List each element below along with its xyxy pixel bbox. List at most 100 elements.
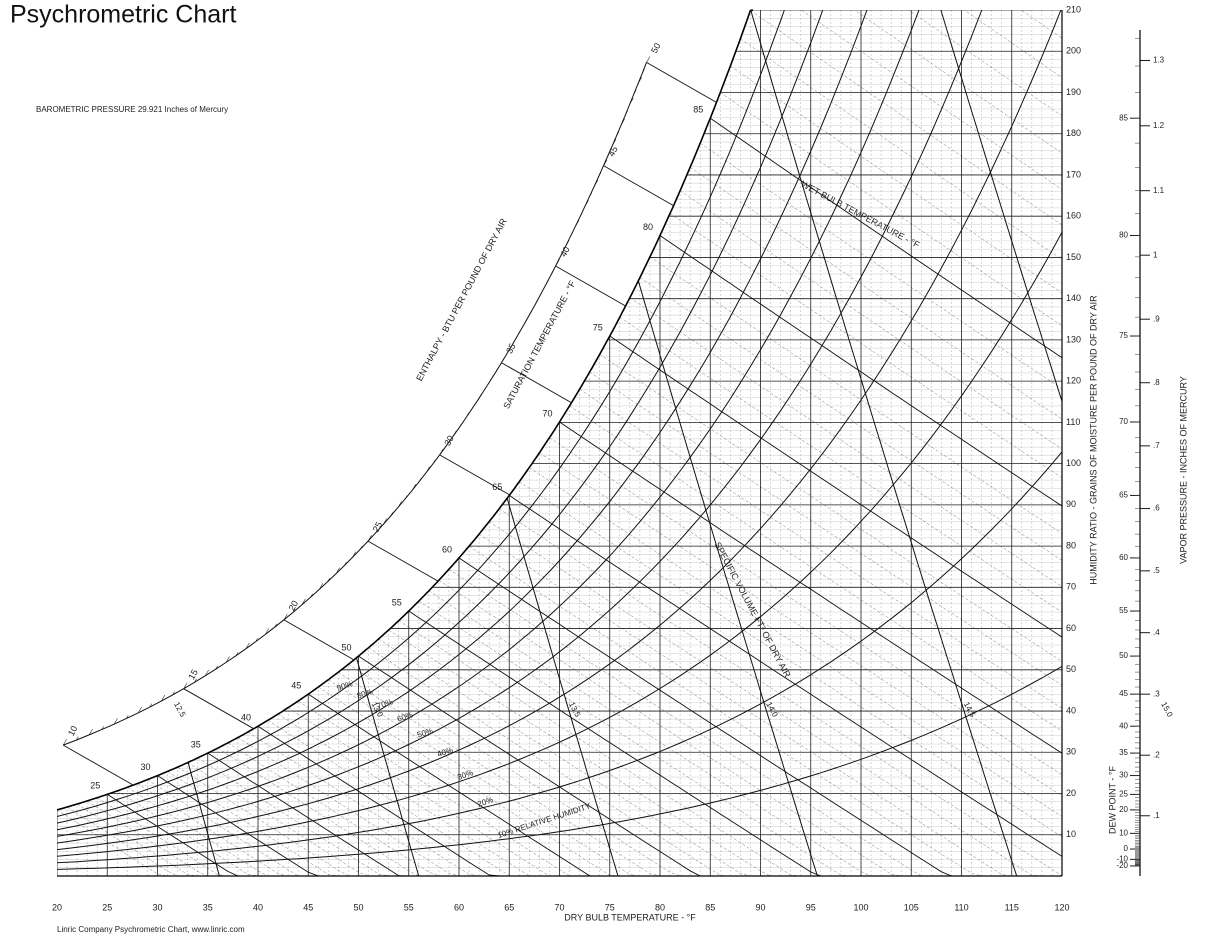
minor-wet-bulb [368,647,731,876]
enthalpy-value: 45 [606,145,620,159]
x-tick-label: 25 [102,902,112,912]
x-axis-label: DRY BULB TEMPERATURE - °F [564,912,696,922]
y-tick-label: 40 [1066,705,1076,715]
rh-curve [57,10,1062,831]
dew-point-tick-label: 50 [1119,651,1128,660]
x-tick-label: 115 [1005,902,1019,912]
minor-wet-bulb [448,569,922,876]
dew-point-tick-label: 25 [1119,789,1128,798]
y-tick-label: 140 [1066,293,1081,303]
minor-wet-bulb [689,167,1062,487]
dew-point-tick-label: 55 [1119,606,1128,615]
wet-bulb-line [710,117,1062,426]
volume-line [858,10,1062,876]
x-tick-label: 90 [755,902,765,912]
vapor-pressure-tick-label: .1 [1153,811,1160,820]
minor-wet-bulb [780,10,1062,185]
x-tick-label: 95 [806,902,816,912]
vapor-pressure-tick-label: .4 [1153,628,1160,637]
x-tick-label: 75 [605,902,615,912]
minor-wet-bulb [760,10,1062,258]
minor-wet-bulb [287,707,550,876]
y-tick-label: 10 [1066,829,1076,839]
enthalpy-tick [555,265,626,307]
wet-bulb-line [207,752,409,876]
minor-wet-bulb [750,10,1062,293]
y-tick-label: 160 [1066,211,1081,221]
x-tick-label: 85 [705,902,715,912]
y-tick-label: 100 [1066,458,1081,468]
wet-bulb-line [408,610,821,876]
chart-title: Psychrometric Chart [10,1,236,29]
enthalpy-scale-line [63,62,647,746]
minor-wet-bulb [187,762,369,876]
dew-point-tick-label: 45 [1119,689,1128,698]
enthalpy-minor-tick [113,718,118,725]
footer: Linric Company Psychrometric Chart, www.… [57,925,245,934]
enthalpy-value: 50 [649,41,663,55]
enthalpy-tick [367,540,439,582]
x-tick-label: 40 [253,902,263,912]
dew-point-tick-label: 70 [1119,417,1128,426]
wet-bulb-value: 60 [442,544,452,554]
x-tick-label: 55 [404,902,414,912]
minor-wet-bulb [488,521,1042,876]
minor-wet-bulb [418,600,852,876]
x-tick-label: 110 [954,902,968,912]
minor-wet-bulb [790,10,1062,147]
minor-wet-bulb [478,533,1012,876]
wet-bulb-value: 80 [643,222,653,232]
y-tick-label: 120 [1066,376,1081,386]
enthalpy-minor-tick [161,694,166,702]
minor-wet-bulb [619,316,1062,678]
wet-bulb-line [257,725,500,876]
y-tick-label: 30 [1066,747,1076,757]
dew-point-tick-label: 75 [1119,331,1128,340]
wet-bulb-line [157,775,319,876]
enthalpy-value: 40 [558,245,572,259]
rh-curve [57,10,1062,851]
dew-point-tick-label: 80 [1119,231,1128,240]
minor-wet-bulb [569,405,1062,796]
dew-point-tick-label: 35 [1119,748,1128,757]
wet-bulb-line [659,235,1062,573]
minor-wet-bulb [730,65,1062,361]
minor-wet-bulb [549,437,1062,840]
x-tick-label: 50 [353,902,363,912]
dew-point-tick-label: 65 [1119,490,1128,499]
vapor-pressure-tick-label: .6 [1153,504,1160,513]
minor-wet-bulb [639,277,1062,627]
vapor-pressure-label: VAPOR PRESSURE - INCHES OF MERCURY [1178,376,1188,564]
minor-wet-bulb [237,737,460,876]
enthalpy-value: 20 [287,599,301,613]
enthalpy-tick [283,619,355,661]
minor-wet-bulb [298,700,570,876]
y-axis-label: HUMIDITY RATIO - GRAINS OF MOISTURE PER … [1088,295,1098,585]
vapor-pressure-tick-label: .9 [1153,314,1160,323]
wet-bulb-line [308,693,600,876]
wet-bulb-value: 45 [291,681,301,691]
x-tick-label: 20 [52,902,62,912]
enthalpy-minor-tick [646,56,651,63]
wet-bulb-value: 75 [593,322,603,332]
vapor-pressure-tick-label: 1.1 [1153,186,1165,195]
subtitle: BAROMETRIC PRESSURE 29.921 Inches of Mer… [36,105,228,114]
rh-curve [57,10,1062,817]
minor-wet-bulb [167,771,339,876]
x-tick-label: 80 [655,902,665,912]
x-tick-label: 45 [303,902,313,912]
minor-wet-bulb [378,638,751,876]
vapor-pressure-tick-label: .7 [1153,441,1160,450]
enthalpy-tick [603,165,674,207]
minor-wet-bulb [629,297,1062,653]
x-tick-label: 35 [203,902,213,912]
enthalpy-minor-tick [183,682,188,689]
y-tick-label: 190 [1066,87,1081,97]
minor-wet-bulb [87,800,208,876]
enthalpy-tick [501,362,572,404]
enthalpy-value: 35 [504,342,518,356]
rh-curve [57,451,1062,864]
x-tick-label: 105 [904,902,919,912]
dew-point-tick-label: 85 [1119,113,1128,122]
x-tick-label: 60 [454,902,464,912]
